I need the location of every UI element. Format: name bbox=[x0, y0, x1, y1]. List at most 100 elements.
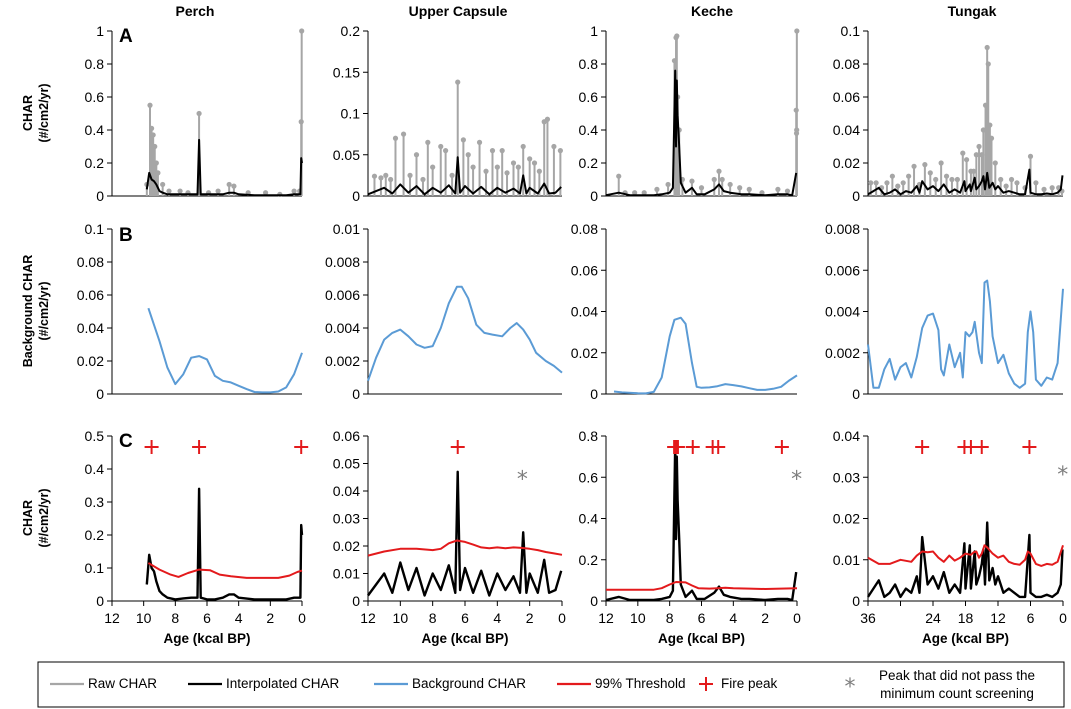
interpolated-char-line bbox=[367, 156, 562, 196]
y-tick-label: 0.04 bbox=[77, 320, 104, 336]
raw-char-point bbox=[557, 148, 563, 154]
legend-raw-label: Raw CHAR bbox=[88, 676, 157, 691]
raw-char-point bbox=[998, 176, 1004, 183]
x-tick-label: 4 bbox=[235, 610, 243, 626]
raw-char-point bbox=[889, 173, 895, 179]
screened-peak-marker: * bbox=[1057, 463, 1068, 488]
raw-char-point bbox=[388, 176, 394, 183]
raw-char-point bbox=[166, 188, 172, 194]
interpolated-char-line bbox=[145, 138, 303, 197]
raw-char-point bbox=[152, 143, 158, 150]
raw-char-point bbox=[976, 143, 982, 150]
background-char-line bbox=[147, 307, 303, 394]
raw-char-point bbox=[973, 152, 979, 158]
screened-peak-marker: * bbox=[791, 467, 802, 492]
panel-C-upper-capsule: 0 0.01 0.02 0.03 0.04 0.05 0.06 * 12 10 8 6 4 2 0 Age (… bbox=[333, 428, 566, 646]
panel-A-tungak: 0 0.02 0.04 0.06 0.08 0.1 bbox=[833, 23, 1065, 204]
y-tick-label: 0.2 bbox=[85, 155, 105, 171]
raw-char-point bbox=[413, 152, 420, 158]
raw-char-point bbox=[291, 188, 297, 194]
y-tick-label: 0.01 bbox=[333, 566, 360, 582]
raw-char-point bbox=[150, 132, 156, 138]
raw-char-point bbox=[674, 33, 680, 39]
y-axis-label-line1: Background CHAR bbox=[21, 255, 35, 368]
raw-char-point bbox=[784, 188, 791, 194]
raw-char-point bbox=[984, 44, 990, 51]
raw-char-point bbox=[960, 150, 966, 156]
raw-char-point bbox=[494, 164, 500, 170]
interpolated-char-line bbox=[866, 521, 1064, 599]
y-tick-label: 0.008 bbox=[325, 254, 360, 270]
y-tick-label: 0 bbox=[852, 188, 860, 204]
interpolated-char-line bbox=[605, 69, 798, 197]
y-tick-label: 0.4 bbox=[85, 461, 105, 477]
y-tick-label: 0.8 bbox=[85, 56, 105, 72]
y-tick-label: 0.06 bbox=[571, 262, 598, 278]
raw-char-point bbox=[1049, 185, 1055, 191]
background-char-line bbox=[867, 279, 1064, 389]
x-tick-label: 12 bbox=[104, 610, 120, 626]
raw-char-point bbox=[1033, 180, 1039, 186]
y-tick-label: 0.04 bbox=[333, 483, 360, 499]
y-tick-label: 0.4 bbox=[579, 511, 599, 527]
legend-screened-peak-label-line1: Peak that did not pass the bbox=[879, 668, 1035, 683]
y-axis-label-line2: (#/cm2/yr) bbox=[37, 83, 51, 142]
legend-screened-peak-label-line2: minimum count screening bbox=[880, 686, 1034, 701]
x-tick-label: 10 bbox=[630, 610, 646, 626]
y-tick-label: 0.01 bbox=[333, 221, 360, 237]
x-tick-label: 2 bbox=[266, 610, 274, 626]
raw-char-point bbox=[949, 176, 955, 183]
x-tick-label: 12 bbox=[360, 610, 376, 626]
raw-char-point bbox=[551, 143, 557, 150]
y-axis-label: Background CHAR (#/cm2/yr) bbox=[21, 255, 51, 368]
panel-B-keche: 0 0.02 0.04 0.06 0.08 bbox=[571, 221, 798, 402]
raw-char-point bbox=[520, 143, 526, 150]
raw-char-point bbox=[794, 28, 800, 34]
raw-char-point bbox=[443, 148, 449, 154]
raw-char-point bbox=[504, 170, 510, 176]
interpolated-char-line bbox=[367, 470, 563, 597]
legend-screened-peak-swatch: * bbox=[845, 675, 856, 700]
y-tick-label: 0.2 bbox=[341, 23, 361, 39]
raw-char-point bbox=[922, 162, 928, 168]
raw-char-point bbox=[1008, 176, 1015, 183]
raw-char-point bbox=[392, 135, 399, 141]
panel-letter: A bbox=[119, 26, 133, 47]
raw-char-point bbox=[895, 183, 901, 189]
raw-char-point bbox=[400, 131, 407, 137]
raw-char-point bbox=[911, 163, 917, 169]
x-tick-label: 6 bbox=[461, 610, 469, 626]
y-tick-label: 0.1 bbox=[85, 560, 105, 576]
x-tick-label: 12 bbox=[598, 610, 614, 626]
x-tick-label: 24 bbox=[925, 610, 941, 626]
raw-char-point bbox=[987, 122, 993, 128]
y-tick-label: 0.02 bbox=[571, 345, 598, 361]
raw-char-point bbox=[963, 157, 970, 163]
y-axis-label-line2: (#/cm2/yr) bbox=[37, 488, 51, 547]
raw-char-point bbox=[933, 176, 939, 183]
threshold-line bbox=[606, 581, 798, 591]
site-title: Tungak bbox=[948, 3, 997, 19]
raw-char-point bbox=[489, 148, 496, 154]
x-tick-label: 0 bbox=[1059, 610, 1067, 626]
y-tick-label: 0.05 bbox=[333, 456, 360, 472]
x-tick-label: 2 bbox=[526, 610, 534, 626]
raw-char-point bbox=[371, 173, 378, 179]
y-tick-label: 0.02 bbox=[833, 155, 860, 171]
x-axis-label: Age (kcal BP) bbox=[163, 631, 250, 646]
raw-char-point bbox=[147, 102, 153, 108]
y-axis-label-line2: (#/cm2/yr) bbox=[37, 281, 51, 340]
raw-char-point bbox=[531, 160, 538, 166]
raw-char-point bbox=[943, 173, 950, 179]
x-tick-label: 0 bbox=[298, 610, 306, 626]
x-tick-label: 18 bbox=[958, 610, 974, 626]
y-tick-label: 0.02 bbox=[333, 538, 360, 554]
legend-fire-peak-label: Fire peak bbox=[721, 676, 778, 691]
y-tick-label: 0 bbox=[96, 593, 104, 609]
y-tick-label: 0 bbox=[590, 386, 598, 402]
raw-char-point bbox=[1003, 183, 1009, 189]
y-tick-label: 0 bbox=[852, 386, 860, 402]
x-tick-label: 0 bbox=[558, 610, 566, 626]
raw-char-point bbox=[884, 180, 890, 186]
y-tick-label: 0.1 bbox=[85, 221, 105, 237]
